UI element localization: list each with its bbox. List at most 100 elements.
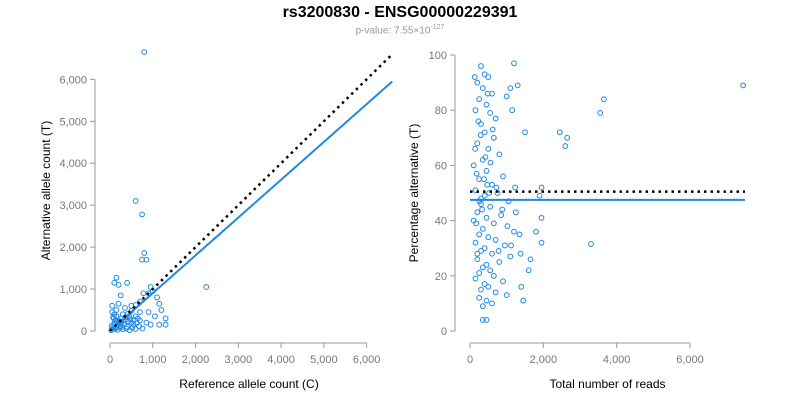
data-point [486,190,492,196]
y-tick-label: 6,000 [59,74,87,86]
x-tick-label: 5,000 [310,354,338,366]
data-point [109,302,116,309]
fit-line [109,80,393,332]
data-point [538,184,545,191]
data-point [485,234,492,241]
data-point [476,198,483,205]
x-tick-label: 3,000 [225,354,253,366]
data-point [476,96,483,103]
data-point [139,211,145,218]
y-axis-label: Percentage alternative (T) [407,124,421,263]
data-point [556,129,563,136]
x-tick-label: 2,000 [530,354,558,366]
data-point [119,326,126,333]
data-point [483,317,490,323]
y-tick-label: 4,000 [59,158,87,170]
data-point [479,264,486,271]
data-point [490,220,497,227]
x-tick-label: 0 [467,354,473,366]
data-point [525,267,532,274]
data-point [536,192,543,199]
data-point [481,129,488,136]
y-tick-label: 80 [435,105,447,117]
data-point [505,198,512,205]
data-point [533,228,539,235]
data-point [490,272,497,279]
y-axis-label: Alternative allele count (T) [39,121,53,260]
p-value-text: p-value: 7.55×10 [355,25,431,37]
data-point [496,151,503,158]
data-point [487,267,494,274]
data-point [113,274,120,281]
data-point [500,173,506,180]
data-point [479,206,485,213]
x-tick-label: 6,000 [353,354,381,366]
data-point [508,242,514,249]
data-point [562,143,569,149]
data-point [474,140,481,147]
data-point [485,145,492,152]
data-point [476,176,483,183]
data-point [122,305,128,311]
data-point [470,162,477,169]
data-point [482,154,489,161]
data-point [481,245,488,252]
data-point [472,239,479,246]
data-point [475,118,482,125]
data-point [474,250,481,257]
data-point [496,259,503,265]
data-point [132,198,139,204]
data-point [492,289,499,296]
data-point [143,256,150,263]
data-point [489,181,495,188]
data-point [472,107,479,114]
y-tick-label: 0 [441,326,447,338]
data-point [498,212,505,218]
data-point [518,283,525,290]
y-tick-label: 60 [435,160,447,172]
data-point [117,318,124,325]
data-point [154,294,160,301]
data-point [485,74,492,80]
data-point [483,297,490,304]
data-point [478,195,484,202]
data-point [487,203,494,210]
data-point [481,281,488,287]
p-value-exponent: -127 [430,24,445,31]
x-tick-label: 4,000 [603,354,631,366]
x-tick-label: 6,000 [676,354,704,366]
y-tick-label: 3,000 [59,200,87,212]
x-tick-label: 0 [107,354,113,366]
data-point [479,225,486,232]
data-point [507,85,514,92]
x-tick-label: 4,000 [267,354,295,366]
data-point [158,307,165,313]
chart-subtitle: p-value: 7.55×10-127 [0,24,800,36]
data-point [503,292,510,299]
data-point [474,256,481,263]
data-point [512,184,518,191]
data-point [597,110,604,116]
percentage-alternative-scatter-plot: 0 2,000 4,000 6,000 0 20 40 60 80 100 Total number… [407,50,747,391]
data-point [516,231,523,238]
data-point [487,159,494,166]
data-point [484,90,491,97]
y-tick-label: 100 [429,50,447,62]
data-point [564,134,571,141]
data-point [479,317,486,323]
data-point [145,309,152,316]
data-point [495,248,502,254]
data-point [140,290,147,297]
data-point [501,242,508,249]
data-point [108,327,115,334]
data-point [492,115,499,122]
data-point [489,126,496,133]
y-tick-label: 2,000 [59,242,87,254]
data-point [127,316,134,323]
data-point [474,209,481,216]
data-point [476,294,483,301]
data-point [489,300,495,307]
data-point [156,321,163,328]
data-point [477,132,484,138]
